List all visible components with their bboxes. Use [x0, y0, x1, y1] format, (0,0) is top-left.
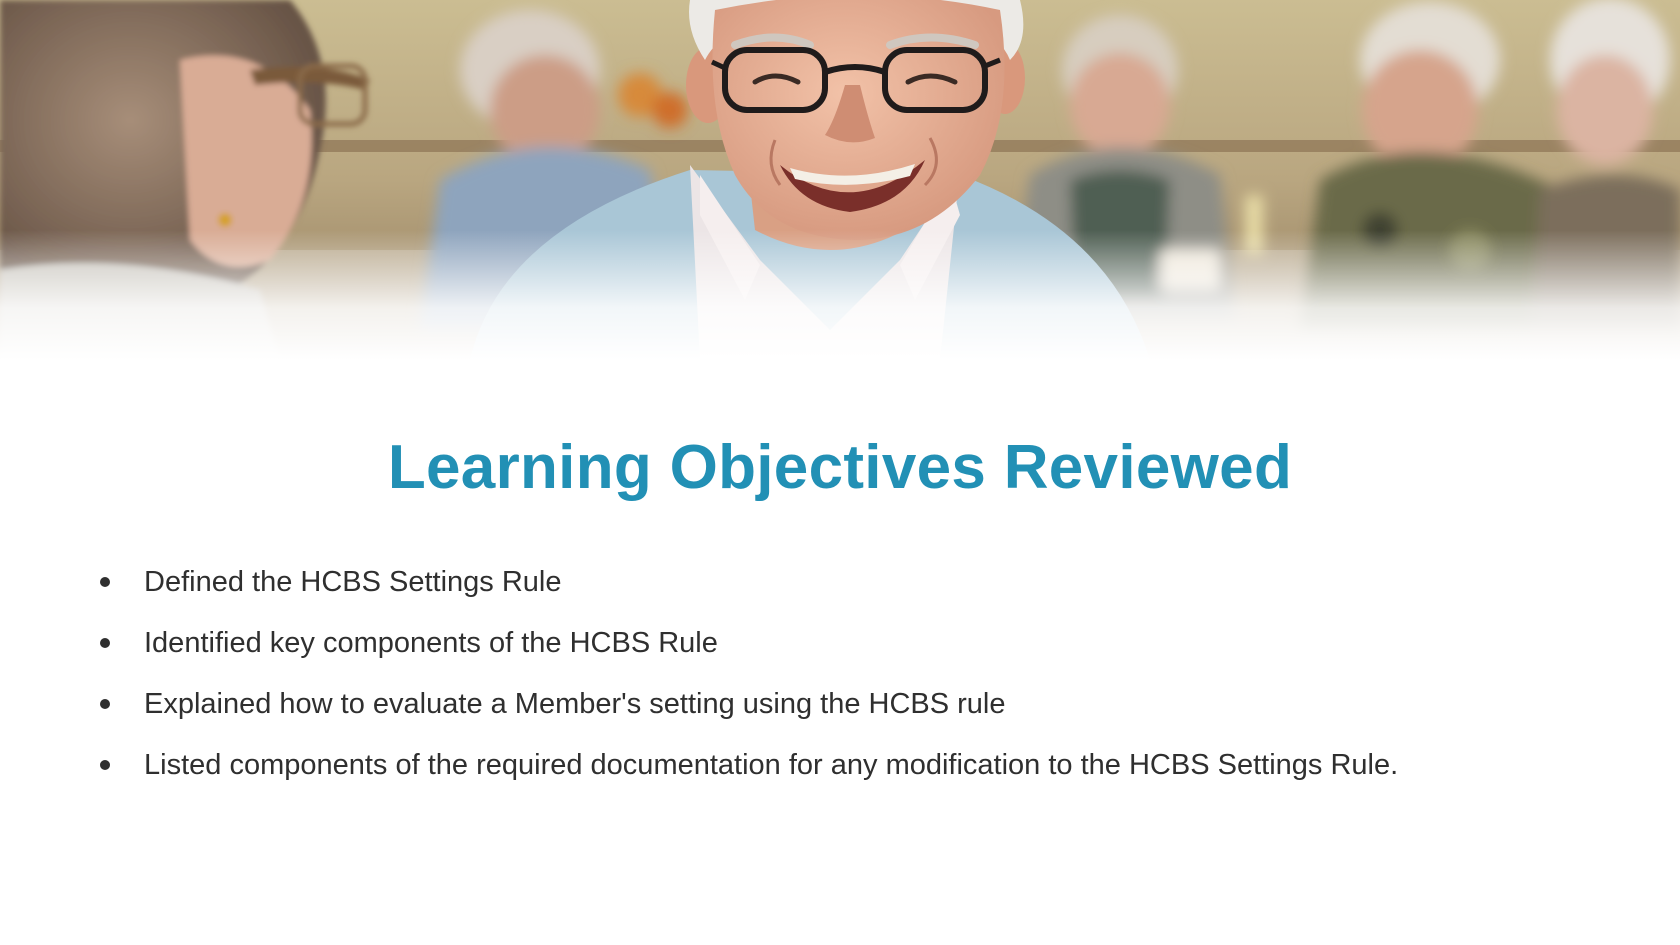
bullet-icon: [100, 699, 110, 709]
list-item: Defined the HCBS Settings Rule: [96, 556, 1576, 608]
list-item: Identified key components of the HCBS Ru…: [96, 617, 1576, 669]
list-item: Explained how to evaluate a Member's set…: [96, 678, 1576, 730]
list-item: Listed components of the required docume…: [96, 739, 1576, 791]
objective-text: Identified key components of the HCBS Ru…: [144, 627, 718, 659]
objective-text: Defined the HCBS Settings Rule: [144, 566, 562, 598]
hero-fade-overlay: [0, 230, 1680, 360]
bullet-icon: [100, 577, 110, 587]
hero-photo: [0, 0, 1680, 360]
bullet-icon: [100, 760, 110, 770]
objectives-list: Defined the HCBS Settings Rule Identifie…: [96, 556, 1576, 800]
slide-title: Learning Objectives Reviewed: [387, 433, 1293, 502]
objective-text: Explained how to evaluate a Member's set…: [144, 688, 1006, 720]
bullet-icon: [100, 638, 110, 648]
objective-text: Listed components of the required docume…: [144, 749, 1399, 781]
